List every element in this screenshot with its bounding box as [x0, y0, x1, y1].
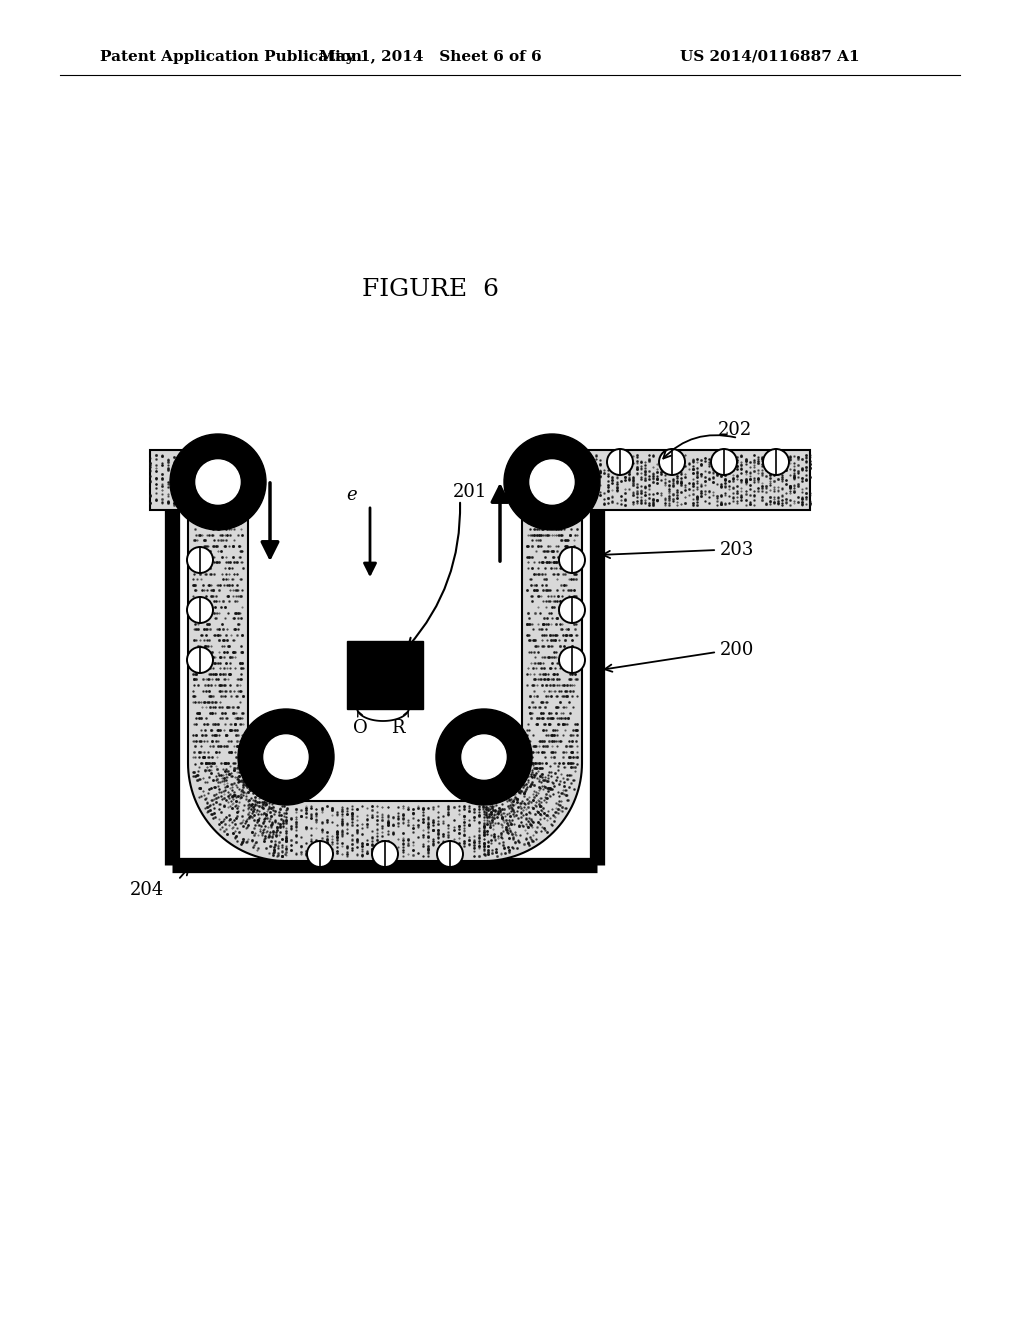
Text: Patent Application Publication: Patent Application Publication [100, 50, 362, 63]
Circle shape [264, 735, 308, 779]
Text: O: O [352, 719, 368, 737]
Circle shape [436, 709, 532, 805]
Text: R: R [391, 719, 404, 737]
Circle shape [307, 841, 333, 867]
Text: US 2014/0116887 A1: US 2014/0116887 A1 [680, 50, 860, 63]
Circle shape [559, 597, 585, 623]
Circle shape [437, 841, 463, 867]
Circle shape [238, 709, 334, 805]
Circle shape [559, 647, 585, 673]
Circle shape [607, 449, 633, 475]
Circle shape [187, 597, 213, 623]
Circle shape [763, 449, 790, 475]
Circle shape [187, 647, 213, 673]
Circle shape [170, 434, 266, 531]
Text: 201: 201 [453, 483, 487, 502]
Circle shape [462, 735, 506, 779]
Polygon shape [150, 450, 810, 861]
Circle shape [196, 459, 240, 504]
Circle shape [659, 449, 685, 475]
Circle shape [530, 459, 574, 504]
Text: 200: 200 [720, 642, 755, 659]
Text: 202: 202 [718, 421, 753, 440]
Circle shape [559, 546, 585, 573]
Text: e: e [347, 486, 357, 504]
Circle shape [187, 546, 213, 573]
Text: 203: 203 [720, 541, 755, 558]
Text: 204: 204 [130, 880, 164, 899]
Bar [347, 642, 423, 709]
Circle shape [372, 841, 398, 867]
Circle shape [504, 434, 600, 531]
Circle shape [711, 449, 737, 475]
Text: May 1, 2014   Sheet 6 of 6: May 1, 2014 Sheet 6 of 6 [318, 50, 542, 63]
Text: FIGURE  6: FIGURE 6 [361, 279, 499, 301]
